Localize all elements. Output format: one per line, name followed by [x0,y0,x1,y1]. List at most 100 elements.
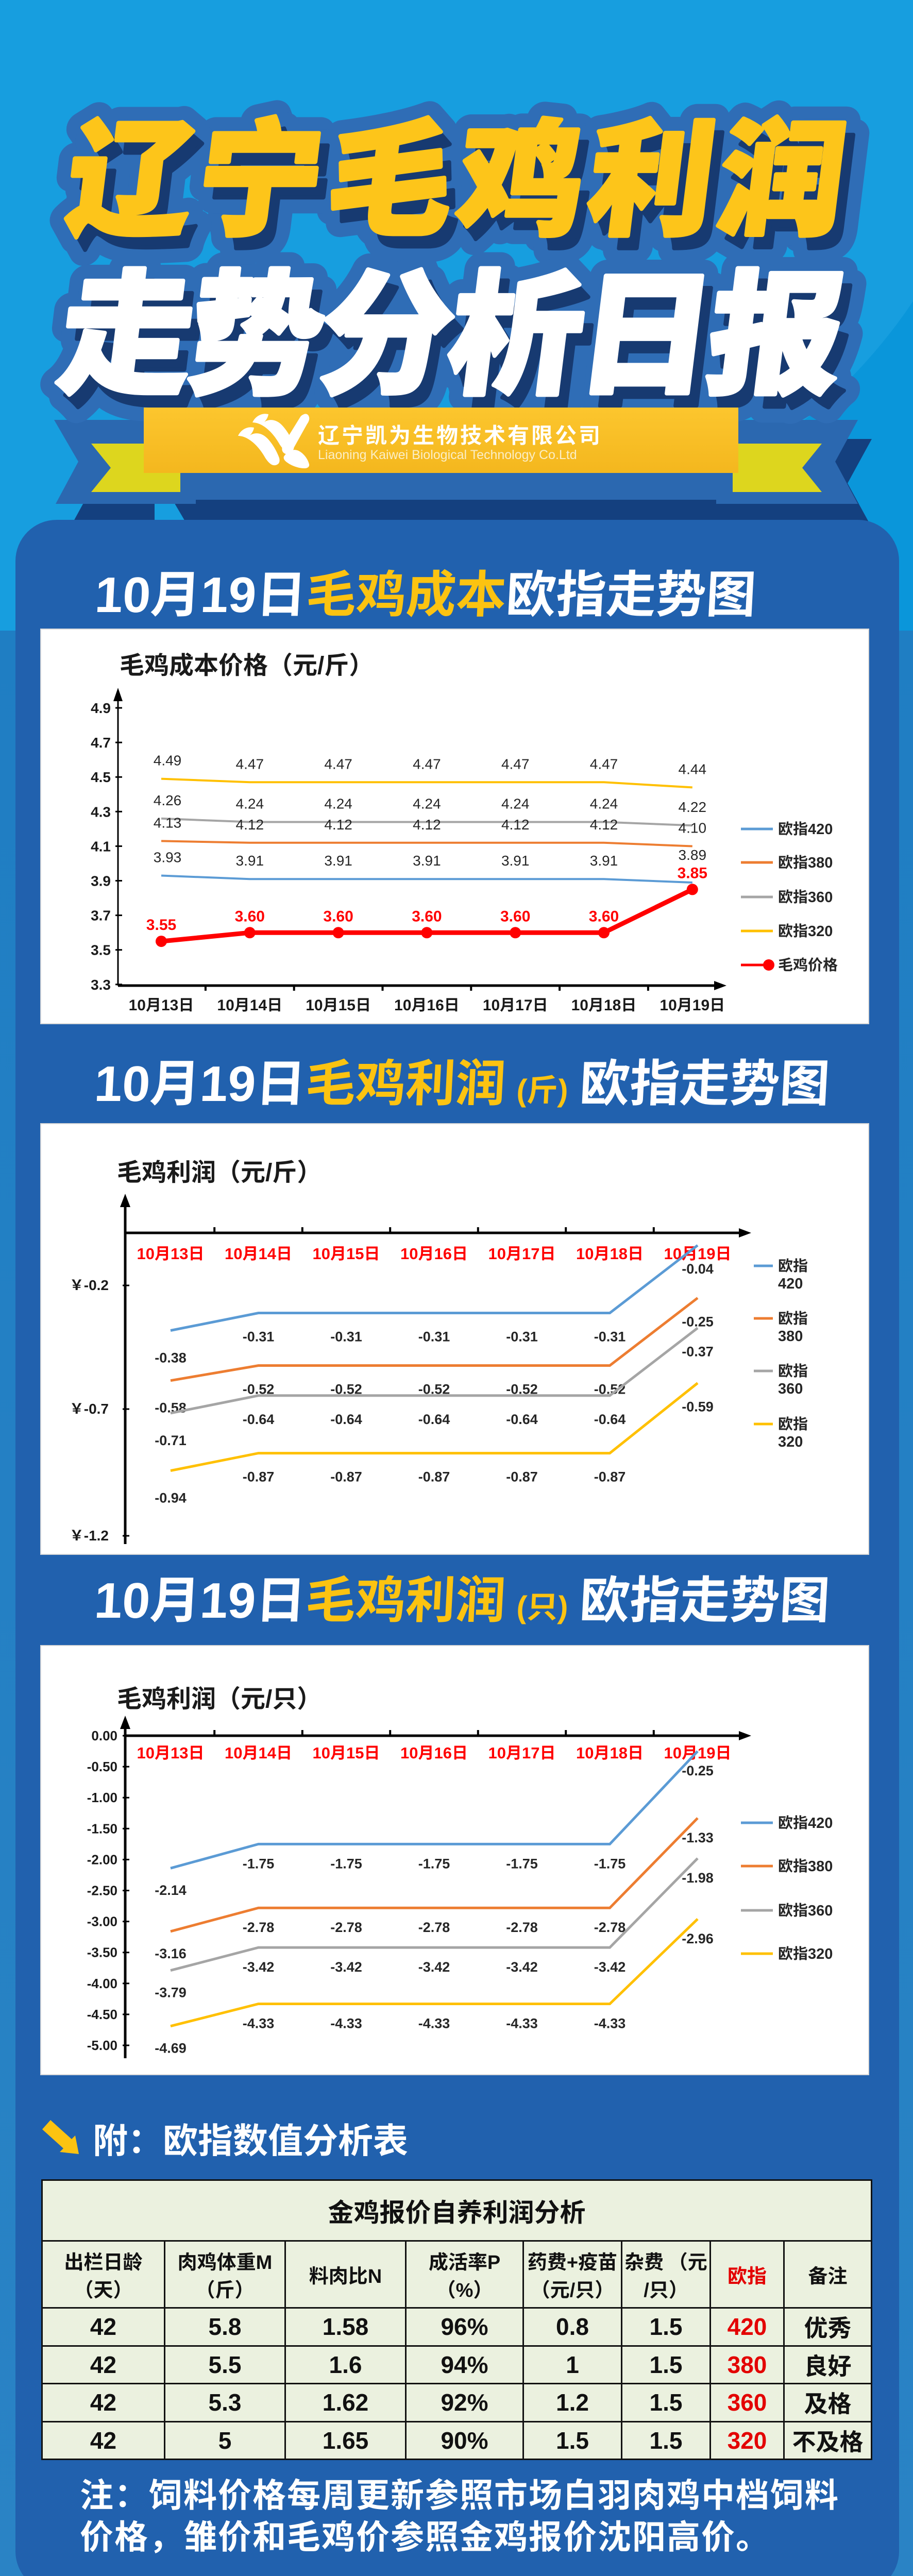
svg-text:-4.33: -4.33 [418,2016,450,2031]
svg-text:3.60: 3.60 [235,908,265,925]
svg-text:3.7: 3.7 [91,908,111,924]
svg-text:毛鸡利润（元/只）: 毛鸡利润（元/只） [117,1679,322,1715]
svg-text:10月15日: 10月15日 [306,992,371,1015]
svg-text:-2.78: -2.78 [594,1920,626,1935]
svg-text:-0.31: -0.31 [243,1329,275,1345]
svg-text:欧指360: 欧指360 [778,1899,833,1920]
svg-text:10月15日: 10月15日 [313,1740,380,1763]
svg-text:4.12: 4.12 [324,817,352,833]
svg-text:4.47: 4.47 [590,756,618,772]
svg-text:360: 360 [778,1381,803,1397]
svg-text:3.91: 3.91 [501,853,529,869]
svg-text:4.12: 4.12 [236,817,264,833]
svg-text:-0.64: -0.64 [594,1412,626,1427]
svg-text:-0.87: -0.87 [243,1469,275,1485]
svg-text:-1.75: -1.75 [506,1856,538,1871]
svg-text:3.91: 3.91 [324,853,352,869]
svg-text:4.44: 4.44 [679,761,707,777]
svg-text:-3.16: -3.16 [155,1946,187,1961]
svg-text:-3.50: -3.50 [87,1945,117,1960]
svg-text:10月15日: 10月15日 [313,1241,380,1264]
svg-text:4.24: 4.24 [413,796,441,812]
svg-text:欧指320: 欧指320 [778,919,833,941]
svg-text:-4.00: -4.00 [87,1976,117,1991]
svg-text:走势分析日报: 走势分析日报 [50,227,854,421]
svg-text:-1.75: -1.75 [594,1856,626,1871]
svg-text:-0.71: -0.71 [155,1433,187,1448]
svg-text:-1.33: -1.33 [682,1830,714,1845]
svg-text:3.91: 3.91 [413,853,441,869]
svg-text:4.1: 4.1 [91,838,111,854]
svg-text:-0.87: -0.87 [330,1469,362,1485]
svg-text:-0.31: -0.31 [594,1329,626,1345]
svg-text:-0.64: -0.64 [418,1412,450,1427]
svg-text:3.5: 3.5 [91,942,111,958]
svg-text:4.24: 4.24 [324,796,352,812]
svg-text:欧指380: 欧指380 [778,851,833,872]
svg-text:￥-0.7: ￥-0.7 [70,1401,109,1417]
svg-text:4.24: 4.24 [236,796,264,812]
svg-text:4.9: 4.9 [91,700,111,716]
svg-text:-3.79: -3.79 [155,1985,187,2001]
svg-text:欧指420: 欧指420 [778,1811,833,1833]
svg-text:-0.87: -0.87 [418,1469,450,1485]
svg-text:4.47: 4.47 [236,756,264,772]
svg-text:3.91: 3.91 [590,853,618,869]
svg-text:欧指: 欧指 [778,1359,808,1381]
svg-text:辽宁毛鸡利润: 辽宁毛鸡利润 [58,79,863,260]
svg-text:-0.50: -0.50 [87,1759,117,1774]
svg-text:-0.87: -0.87 [594,1469,626,1485]
svg-text:10月18日: 10月18日 [571,992,637,1015]
svg-text:毛鸡价格: 毛鸡价格 [778,953,838,975]
svg-text:-0.59: -0.59 [682,1399,714,1415]
svg-text:3.9: 3.9 [91,873,111,889]
svg-text:欧指420: 欧指420 [778,817,833,839]
svg-text:-1.50: -1.50 [87,1821,117,1836]
svg-text:3.55: 3.55 [146,917,176,934]
svg-text:-2.50: -2.50 [87,1883,117,1899]
svg-text:-0.38: -0.38 [155,1350,187,1366]
svg-text:4.47: 4.47 [501,756,529,772]
svg-text:￥-0.2: ￥-0.2 [70,1277,109,1293]
svg-text:4.13: 4.13 [154,815,182,831]
svg-text:3.60: 3.60 [412,908,442,925]
svg-text:-1.00: -1.00 [87,1790,117,1805]
svg-text:4.5: 4.5 [91,769,111,785]
svg-text:-0.31: -0.31 [506,1329,538,1345]
svg-text:10月14日: 10月14日 [225,1740,292,1763]
svg-text:欧指320: 欧指320 [778,1942,833,1963]
svg-text:3.91: 3.91 [236,853,264,869]
svg-text:-2.78: -2.78 [243,1920,275,1935]
svg-text:-1.75: -1.75 [330,1856,362,1871]
svg-text:420: 420 [778,1276,803,1292]
svg-text:辽宁毛鸡利润: 辽宁毛鸡利润 [67,92,871,273]
svg-text:-0.64: -0.64 [243,1412,275,1427]
svg-text:3.60: 3.60 [589,908,619,925]
svg-text:3.85: 3.85 [678,865,707,882]
svg-text:4.10: 4.10 [679,820,707,836]
svg-text:￥-1.2: ￥-1.2 [70,1528,109,1544]
svg-text:4.26: 4.26 [154,792,182,808]
svg-text:380: 380 [778,1328,803,1345]
svg-text:10月13日: 10月13日 [129,992,194,1015]
svg-text:-2.14: -2.14 [155,1883,187,1898]
svg-text:3.60: 3.60 [500,908,530,925]
svg-text:10月19日: 10月19日 [664,1241,732,1264]
svg-text:-5.00: -5.00 [87,2038,117,2053]
svg-text:10月16日: 10月16日 [400,1740,468,1763]
svg-text:4.7: 4.7 [91,735,111,751]
svg-text:4.3: 4.3 [91,804,111,820]
svg-text:4.24: 4.24 [590,796,618,812]
svg-text:欧指380: 欧指380 [778,1854,833,1876]
svg-text:辽宁毛鸡利润: 辽宁毛鸡利润 [67,92,871,273]
svg-text:-3.42: -3.42 [330,1959,362,1975]
svg-text:10月14日: 10月14日 [225,1241,292,1264]
svg-text:欧指360: 欧指360 [778,885,833,907]
svg-text:欧指: 欧指 [778,1412,808,1434]
svg-text:4.12: 4.12 [413,817,441,833]
svg-text:-0.87: -0.87 [506,1469,538,1485]
svg-text:320: 320 [778,1434,803,1450]
svg-text:4.12: 4.12 [590,817,618,833]
svg-text:-0.25: -0.25 [682,1763,714,1778]
svg-text:10月13日: 10月13日 [137,1241,205,1264]
